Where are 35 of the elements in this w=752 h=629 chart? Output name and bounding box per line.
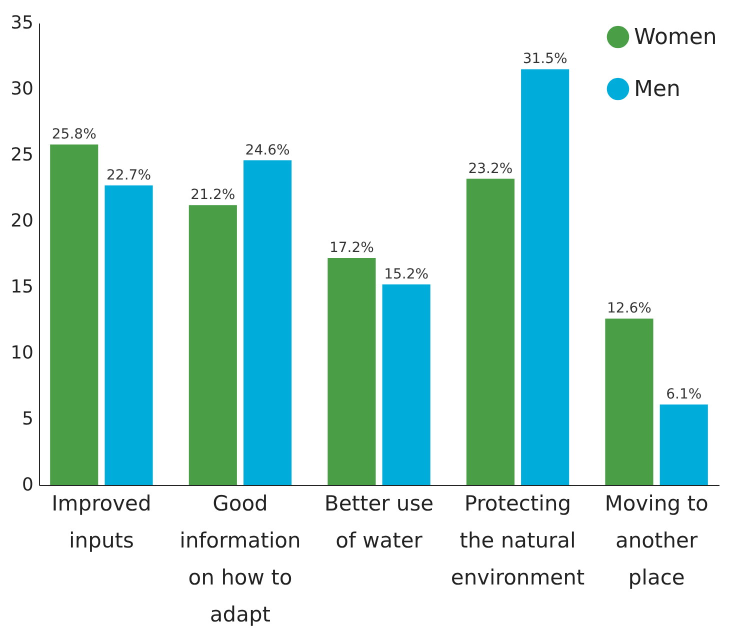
data-label: 31.5%	[522, 51, 568, 68]
bar	[50, 144, 98, 485]
x-tick-label: Good information on how to adapt	[180, 492, 301, 626]
x-tick-label: Better use of water	[324, 492, 434, 552]
y-tick-label: 10	[10, 342, 34, 364]
data-label: 15.2%	[384, 266, 429, 282]
x-tick-label: Protecting the natural environment	[450, 492, 585, 590]
y-tick-label: 15	[10, 276, 34, 298]
bar	[328, 258, 376, 485]
bar	[605, 318, 654, 485]
y-tick-label: 0	[22, 474, 34, 496]
legend-label: Men	[634, 77, 680, 102]
y-tick-label: 30	[10, 78, 34, 100]
data-label: 17.2%	[329, 240, 374, 256]
data-label: 21.2%	[190, 187, 236, 204]
bar	[244, 160, 292, 485]
y-tick-label: 20	[10, 210, 34, 232]
data-label: 22.7%	[106, 167, 152, 184]
x-tick-label: Moving to another place	[604, 492, 708, 590]
bar	[660, 404, 708, 485]
data-label: 25.8%	[52, 126, 96, 142]
bar	[104, 185, 153, 485]
x-tick-label: Improved inputs	[52, 492, 152, 552]
bar	[521, 69, 570, 485]
y-tick-label: 25	[10, 144, 34, 166]
data-label: 12.6%	[606, 300, 652, 317]
y-tick-label: 5	[22, 408, 34, 430]
bar	[188, 205, 237, 485]
data-label: 24.6%	[245, 142, 290, 158]
data-label: 6.1%	[666, 386, 702, 402]
bar	[382, 284, 430, 485]
bar	[466, 178, 514, 485]
data-label: 23.2%	[468, 160, 513, 177]
legend-label: Women	[634, 25, 717, 50]
y-tick-label: 35	[10, 12, 34, 34]
